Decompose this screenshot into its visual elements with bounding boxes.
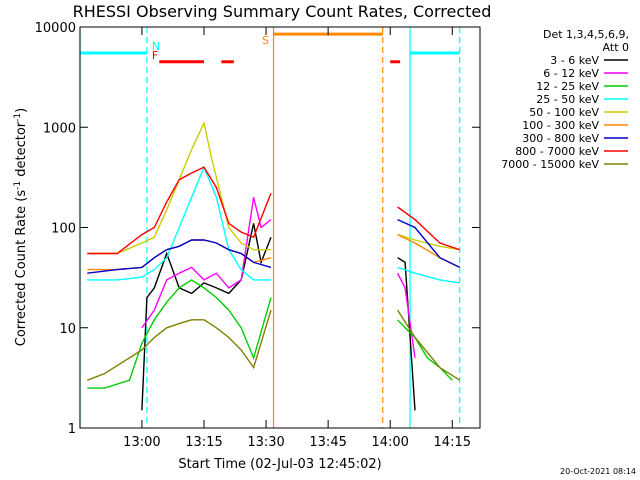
series-line-6-1 [397,218,461,269]
y-axis-label-exp2: -1 [13,113,23,122]
x-tick-label-3: 13:45 [309,435,346,450]
series-line-0-0 [141,223,272,411]
series-line-3-1 [397,266,460,284]
annotation-N: N [152,40,160,53]
series-line-4-0 [87,120,271,255]
date-stamp: 20-Oct-2021 08:14 [560,467,636,476]
plot-background [80,27,480,428]
x-axis-label: Start Time (02-Jul-03 12:45:02) [178,457,381,472]
series-line-7-1 [397,206,460,251]
x-tick-label-5: 14:15 [434,435,471,450]
legend-label-8: 7000 - 15000 keV [501,158,599,171]
legend-label-1: 6 - 12 keV [543,67,599,80]
flag-annotations: NF S [152,34,269,62]
series-line-0-1 [397,257,416,411]
x-tick-label-0: 13:00 [123,435,160,450]
plot-area: 13:00 13:15 13:30 13:45 14:00 14:15 1 10 100 100… [35,21,481,450]
chart-title: RHESSI Observing Summary Count Rates, Co… [73,2,492,21]
y-tick-label-3: 1000 [43,121,76,136]
y-axis-ticks: 1 10 100 1000 10000 [35,21,480,437]
series-line-1-0 [141,197,272,329]
y-axis-label-close: ) [14,108,29,113]
legend-header-attenuator: Att 0 [603,41,629,54]
series-line-6-0 [87,239,272,274]
x-tick-label-1: 13:15 [185,435,222,450]
legend-label-4: 50 - 100 keV [529,106,599,119]
y-tick-label-1: 10 [59,322,76,337]
y-axis-label: Corrected Count Rate (s-1 detector-1) [13,108,29,346]
series-line-2-0 [87,279,272,389]
series-lines [87,120,461,411]
legend-label-7: 800 - 7000 keV [515,145,599,158]
legend-label-3: 25 - 50 keV [536,93,599,106]
series-line-3-0 [87,165,271,281]
legend-label-6: 300 - 800 keV [522,132,599,145]
x-tick-label-2: 13:30 [247,435,284,450]
legend-label-5: 100 - 300 keV [522,119,599,132]
legend-label-2: 12 - 25 keV [536,80,599,93]
y-tick-label-0: 1 [68,422,76,437]
y-axis-label-pre: Corrected Count Rate (s [14,190,29,347]
series-line-8-1 [397,309,461,381]
y-axis-label-exp1: -1 [13,181,23,190]
y-tick-label-4: 10000 [35,21,76,36]
x-tick-label-4: 14:00 [371,435,408,450]
y-tick-label-2: 100 [51,222,76,237]
y-axis-label-mid: detector [14,121,29,181]
series-line-8-0 [87,309,272,381]
x-axis-ticks: 13:00 13:15 13:30 13:45 14:00 14:15 [123,27,471,450]
annotation-S: S [262,34,269,47]
legend-header-detectors: Det 1,3,4,5,6,9, [543,28,629,41]
instrument-flag-bars [80,32,460,64]
legend-label-0: 3 - 6 keV [550,54,599,67]
series-line-7-0 [87,166,272,255]
annotation-F: F [152,49,158,62]
